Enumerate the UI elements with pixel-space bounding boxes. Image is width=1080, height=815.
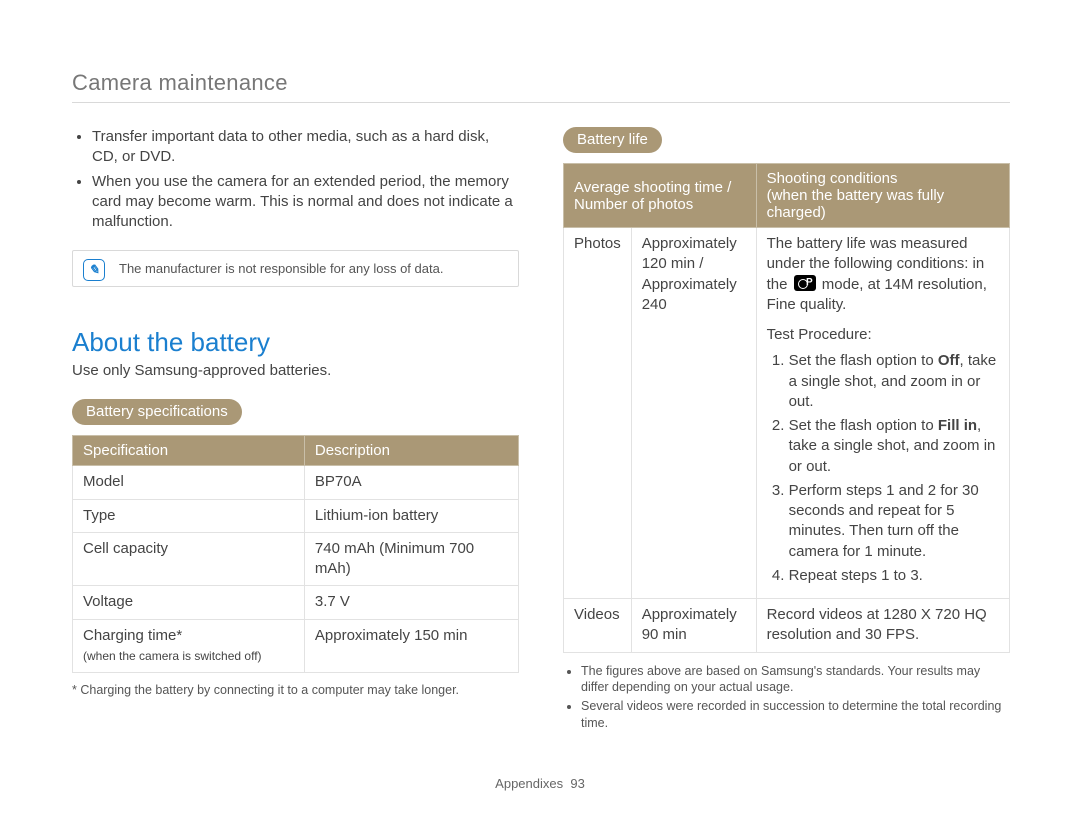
step: Perform steps 1 and 2 for 30 seconds and… xyxy=(789,481,999,562)
row-conditions: The battery life was measured under the … xyxy=(756,228,1009,599)
battery-life-pill: Battery life xyxy=(563,127,662,153)
page-footer: Appendixes 93 xyxy=(0,776,1080,791)
row-time: Approximately 90 min xyxy=(631,599,756,653)
charging-footnote: * Charging the battery by connecting it … xyxy=(72,683,519,697)
memory-card-notes: Transfer important data to other media, … xyxy=(72,127,519,232)
row-conditions: Record videos at 1280 X 720 HQ resolutio… xyxy=(756,599,1009,653)
test-steps: Set the flash option to Off, take a sing… xyxy=(767,351,999,586)
right-column: Battery life Average shooting time / Num… xyxy=(563,127,1010,734)
off-bold: Off xyxy=(938,352,960,369)
table-row: Photos Approximately 120 min / Approxima… xyxy=(564,228,1010,599)
table-row: Voltage 3.7 V xyxy=(73,586,519,619)
table-row: Videos Approximately 90 min Record video… xyxy=(564,599,1010,653)
title-rule xyxy=(72,102,1010,103)
footer-section: Appendixes xyxy=(495,776,563,791)
step: Set the flash option to Off, take a sing… xyxy=(789,351,999,412)
spec-key: Voltage xyxy=(73,586,305,619)
row-time: Approximately 120 min / Approximately 24… xyxy=(631,228,756,599)
spec-val: BP70A xyxy=(304,466,518,499)
battery-life-notes: The figures above are based on Samsung's… xyxy=(563,663,1010,733)
note-icon: ✎ xyxy=(83,259,105,281)
section-heading: About the battery xyxy=(72,327,519,358)
spec-key: Cell capacity xyxy=(73,532,305,586)
spec-val: 740 mAh (Minimum 700 mAh) xyxy=(304,532,518,586)
t: Set the flash option to xyxy=(789,417,938,434)
spec-key-sub: (when the camera is switched off) xyxy=(83,649,262,663)
th-spec: Specification xyxy=(73,436,305,466)
two-column-layout: Transfer important data to other media, … xyxy=(72,127,1010,734)
th-line2: (when the battery was fully charged) xyxy=(767,187,945,221)
table-row: Cell capacity 740 mAh (Minimum 700 mAh) xyxy=(73,532,519,586)
spec-key-main: Charging time* xyxy=(83,627,182,644)
th-line1: Shooting conditions xyxy=(767,170,898,187)
footer-page-number: 93 xyxy=(570,776,584,791)
spec-val: 3.7 V xyxy=(304,586,518,619)
left-column: Transfer important data to other media, … xyxy=(72,127,519,734)
spec-key: Charging time* (when the camera is switc… xyxy=(73,619,305,673)
table-header-row: Average shooting time / Number of photos… xyxy=(564,164,1010,228)
note-item: The figures above are based on Samsung's… xyxy=(581,663,1010,697)
bullet-item: Transfer important data to other media, … xyxy=(92,127,519,168)
note-item: Several videos were recorded in successi… xyxy=(581,698,1010,732)
bullet-item: When you use the camera for an extended … xyxy=(92,172,519,233)
table-row: Model BP70A xyxy=(73,466,519,499)
th-desc: Description xyxy=(304,436,518,466)
battery-life-table: Average shooting time / Number of photos… xyxy=(563,163,1010,653)
manufacturer-note: ✎ The manufacturer is not responsible fo… xyxy=(72,250,519,287)
table-row: Type Lithium-ion battery xyxy=(73,499,519,532)
t: Set the flash option to xyxy=(789,352,938,369)
camera-mode-icon xyxy=(794,275,816,291)
page-title: Camera maintenance xyxy=(72,70,1010,96)
step: Repeat steps 1 to 3. xyxy=(789,566,999,586)
th-line2: Number of photos xyxy=(574,196,693,213)
note-text: The manufacturer is not responsible for … xyxy=(119,261,443,276)
spec-key: Type xyxy=(73,499,305,532)
th-avg-time: Average shooting time / Number of photos xyxy=(564,164,757,228)
step: Set the flash option to Fill in, take a … xyxy=(789,416,999,477)
spec-val: Approximately 150 min xyxy=(304,619,518,673)
table-header-row: Specification Description xyxy=(73,436,519,466)
th-conditions: Shooting conditions (when the battery wa… xyxy=(756,164,1009,228)
spec-val: Lithium-ion battery xyxy=(304,499,518,532)
battery-spec-table: Specification Description Model BP70A Ty… xyxy=(72,435,519,673)
table-row: Charging time* (when the camera is switc… xyxy=(73,619,519,673)
test-procedure-label: Test Procedure: xyxy=(767,325,999,345)
fillin-bold: Fill in xyxy=(938,417,977,434)
row-label: Photos xyxy=(564,228,632,599)
row-label: Videos xyxy=(564,599,632,653)
section-intro: Use only Samsung-approved batteries. xyxy=(72,362,519,379)
th-line1: Average shooting time / xyxy=(574,179,731,196)
battery-spec-pill: Battery specifications xyxy=(72,399,242,425)
spec-key: Model xyxy=(73,466,305,499)
